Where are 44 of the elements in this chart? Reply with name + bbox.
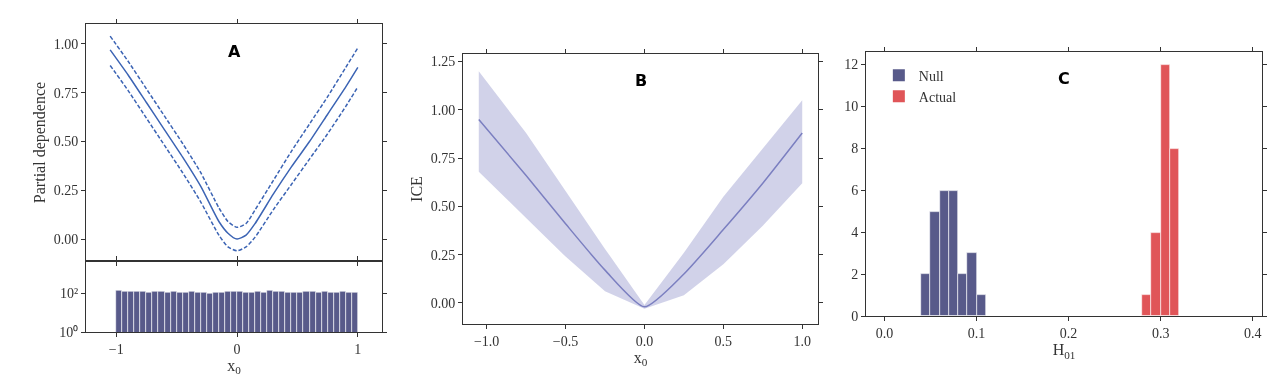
annotation: A: [228, 42, 241, 61]
x-tick-label: −1: [108, 341, 124, 357]
annotation: C: [1058, 69, 1070, 88]
y-tick-label: 12: [844, 57, 859, 73]
y-tick-label: 0.50: [430, 199, 456, 215]
line-series: [478, 118, 803, 308]
y-tick-label: 0.50: [53, 134, 79, 150]
x-axis-title: x$_{0}$: [227, 356, 242, 377]
y-tick-label: 2: [851, 267, 859, 283]
y-tick-label: 10: [844, 99, 859, 115]
y-tick-label: 0.00: [430, 295, 456, 311]
y-tick-label: 0.25: [430, 247, 456, 263]
x-tick-label: 0.3: [1151, 326, 1170, 342]
x-axis-title: H$_{01}$: [1052, 341, 1076, 361]
y-tick-label: 0.75: [53, 85, 79, 101]
y-tick-label: 0: [851, 309, 859, 325]
x-tick-label: 0.0: [635, 333, 654, 349]
x-tick-label: 0.5: [714, 333, 733, 349]
x-tick-label: 0.1: [967, 326, 986, 342]
y-tick-label: 0.00: [53, 231, 79, 247]
x-tick-label: 1: [354, 341, 362, 357]
y-tick-label: 1.00: [53, 36, 79, 52]
y-tick-label: 0.75: [430, 151, 456, 167]
y-tick-label: 10⁰: [59, 324, 79, 340]
y-tick-label: 10²: [60, 286, 79, 302]
x-tick-label: −0.5: [552, 333, 579, 349]
annotation: B: [635, 71, 648, 90]
y-tick-label: 4: [851, 225, 859, 241]
y-tick-label: 1.25: [430, 54, 456, 70]
y-axis-title: ICE: [407, 176, 425, 202]
x-tick-label: 0.2: [1059, 326, 1078, 342]
x-tick-label: 0: [233, 341, 241, 357]
x-tick-label: 0.0: [875, 326, 894, 342]
y-tick-label: 8: [851, 141, 859, 157]
legend-label: Actual: [918, 89, 957, 105]
y-axis-title: Partial dependence: [30, 81, 49, 204]
y-tick-label: 6: [851, 183, 859, 199]
legend-label: Null: [918, 68, 944, 84]
x-tick-label: 1.0: [793, 333, 811, 349]
x-axis-title: x$_{0}$: [633, 348, 648, 369]
x-tick-label: 0.4: [1244, 326, 1262, 342]
x-tick-label: −1.0: [473, 333, 500, 349]
y-tick-label: 0.25: [53, 183, 79, 199]
y-tick-label: 1.00: [430, 102, 456, 118]
